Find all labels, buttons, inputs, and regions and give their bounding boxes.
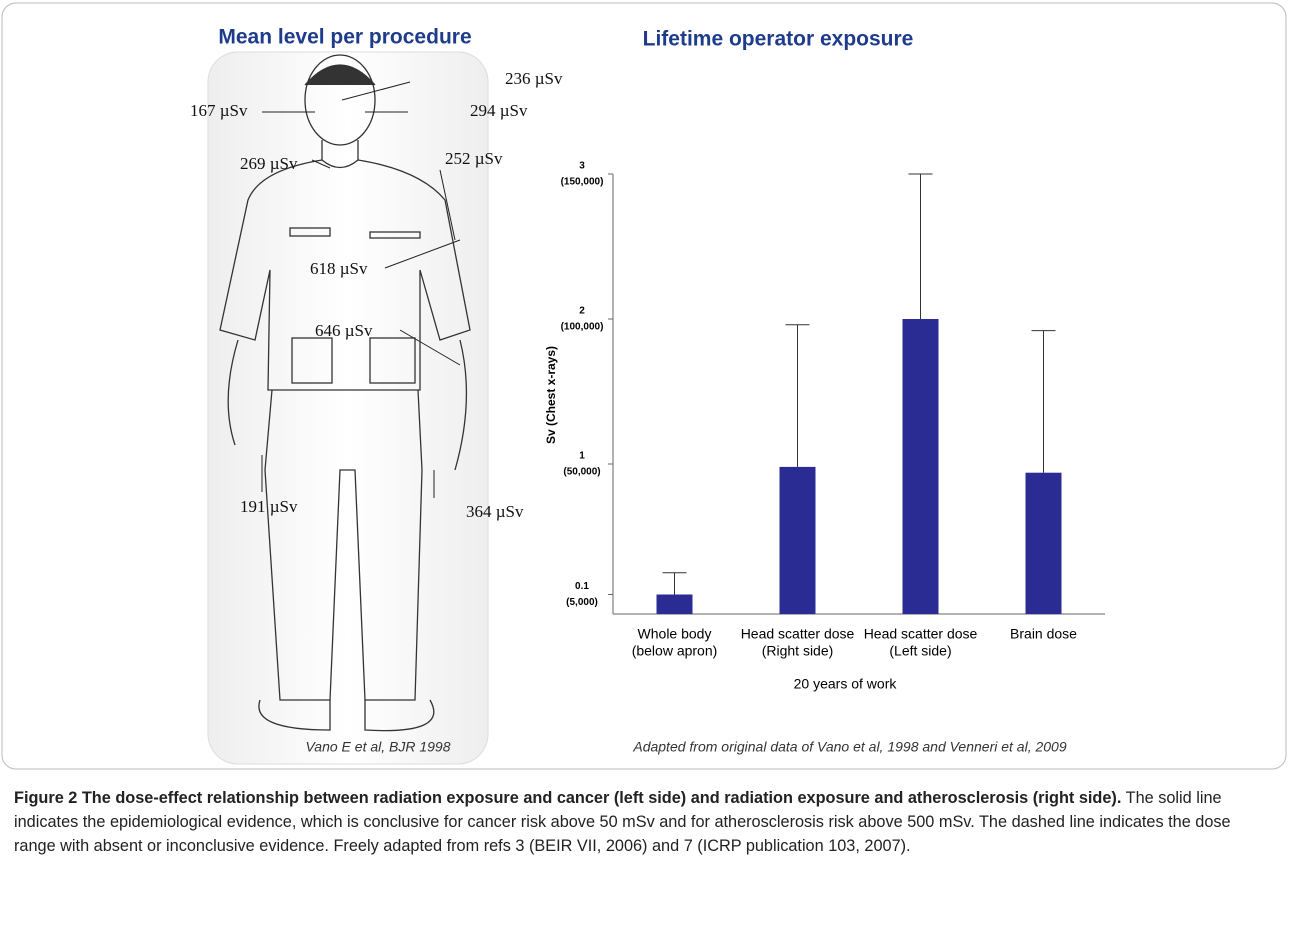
- dose-label: 191 µSv: [240, 497, 298, 516]
- caption-bold: Figure 2 The dose-effect relationship be…: [14, 789, 1121, 807]
- bar: [1026, 473, 1062, 614]
- dose-label: 167 µSv: [190, 101, 248, 120]
- chart-title: Lifetime operator exposure: [643, 28, 914, 51]
- y-axis-label: Sv (Chest x-rays): [544, 346, 558, 444]
- y-tick-label: 3: [579, 161, 585, 172]
- left-source: Vano E et al, BJR 1998: [305, 739, 450, 755]
- dose-label: 646 µSv: [315, 321, 373, 340]
- x-tick-label: Head scatter dose: [864, 626, 978, 642]
- x-tick-label: Whole body: [638, 626, 712, 642]
- bar: [780, 467, 816, 614]
- dose-label: 364 µSv: [466, 502, 524, 521]
- chart: 0.1 (5,000) 1 (50,000) 2 (100,000) 3 (150,000) W…: [561, 161, 1105, 659]
- x-tick-label: Head scatter dose: [741, 626, 855, 642]
- bar: [657, 595, 693, 615]
- y-tick-label: (150,000): [561, 177, 604, 188]
- y-tick-label: (100,000): [561, 322, 604, 333]
- dose-label: 294 µSv: [470, 101, 528, 120]
- bar: [903, 319, 939, 614]
- x-tick-label: (Left side): [889, 643, 951, 659]
- dose-label: 236 µSv: [505, 69, 563, 88]
- x-tick-label: Brain dose: [1010, 626, 1077, 642]
- x-axis-label: 20 years of work: [794, 676, 898, 692]
- figure: Mean level per procedure 236 µSv 167 µSv 2…: [0, 0, 1290, 775]
- caption: Figure 2 The dose-effect relationship be…: [14, 786, 1276, 858]
- dose-label: 269 µSv: [240, 154, 298, 173]
- left-title: Mean level per procedure: [218, 26, 471, 49]
- dose-label: 252 µSv: [445, 149, 503, 168]
- chart-source: Adapted from original data of Vano et al…: [632, 739, 1066, 755]
- y-tick-label: (50,000): [563, 467, 600, 478]
- y-tick-label: 2: [579, 306, 585, 317]
- y-tick-label: 0.1: [575, 581, 589, 592]
- y-tick-label: 1: [579, 451, 585, 462]
- page: Mean level per procedure 236 µSv 167 µSv 2…: [0, 0, 1290, 932]
- dose-label: 618 µSv: [310, 259, 368, 278]
- y-tick-label: (5,000): [566, 597, 598, 608]
- x-tick-label: (below apron): [632, 643, 718, 659]
- x-tick-label: (Right side): [762, 643, 834, 659]
